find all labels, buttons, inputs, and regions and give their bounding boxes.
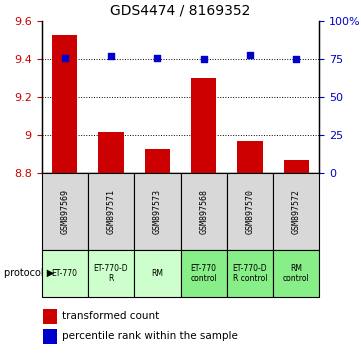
Point [155,55,160,61]
Text: GSM897568: GSM897568 [199,189,208,234]
Point [108,53,114,59]
Bar [191,78,216,173]
Text: GSM897573: GSM897573 [153,189,162,234]
Title: GDS4474 / 8169352: GDS4474 / 8169352 [110,3,251,17]
Bar [52,35,77,173]
Bar [42,250,88,297]
Point [293,57,299,62]
Point [201,57,206,62]
Point [247,52,253,58]
Bar [134,173,180,250]
Bar [43,329,57,343]
Text: ET-770-D
R: ET-770-D R [94,264,128,283]
Text: RM: RM [151,269,163,278]
Bar [43,309,57,324]
Text: GSM897570: GSM897570 [245,189,255,234]
Bar [273,173,319,250]
Text: ET-770: ET-770 [52,269,78,278]
Text: transformed count: transformed count [62,311,160,321]
Text: ET-770-D
R control: ET-770-D R control [233,264,267,283]
Bar [273,250,319,297]
Text: GSM897572: GSM897572 [292,189,301,234]
Bar [284,160,309,173]
Bar [98,132,124,173]
Point [62,55,68,61]
Bar [145,149,170,173]
Bar [88,250,134,297]
Text: percentile rank within the sample: percentile rank within the sample [62,331,238,341]
Text: protocol ▶: protocol ▶ [4,268,54,279]
Bar [237,141,263,173]
Text: GSM897569: GSM897569 [60,189,69,234]
Text: GSM897571: GSM897571 [106,189,116,234]
Bar [227,250,273,297]
Bar [227,173,273,250]
Text: ET-770
control: ET-770 control [190,264,217,283]
Bar [42,173,88,250]
Bar [180,173,227,250]
Text: RM
control: RM control [283,264,310,283]
Bar [134,250,180,297]
Bar [88,173,134,250]
Bar [180,250,227,297]
